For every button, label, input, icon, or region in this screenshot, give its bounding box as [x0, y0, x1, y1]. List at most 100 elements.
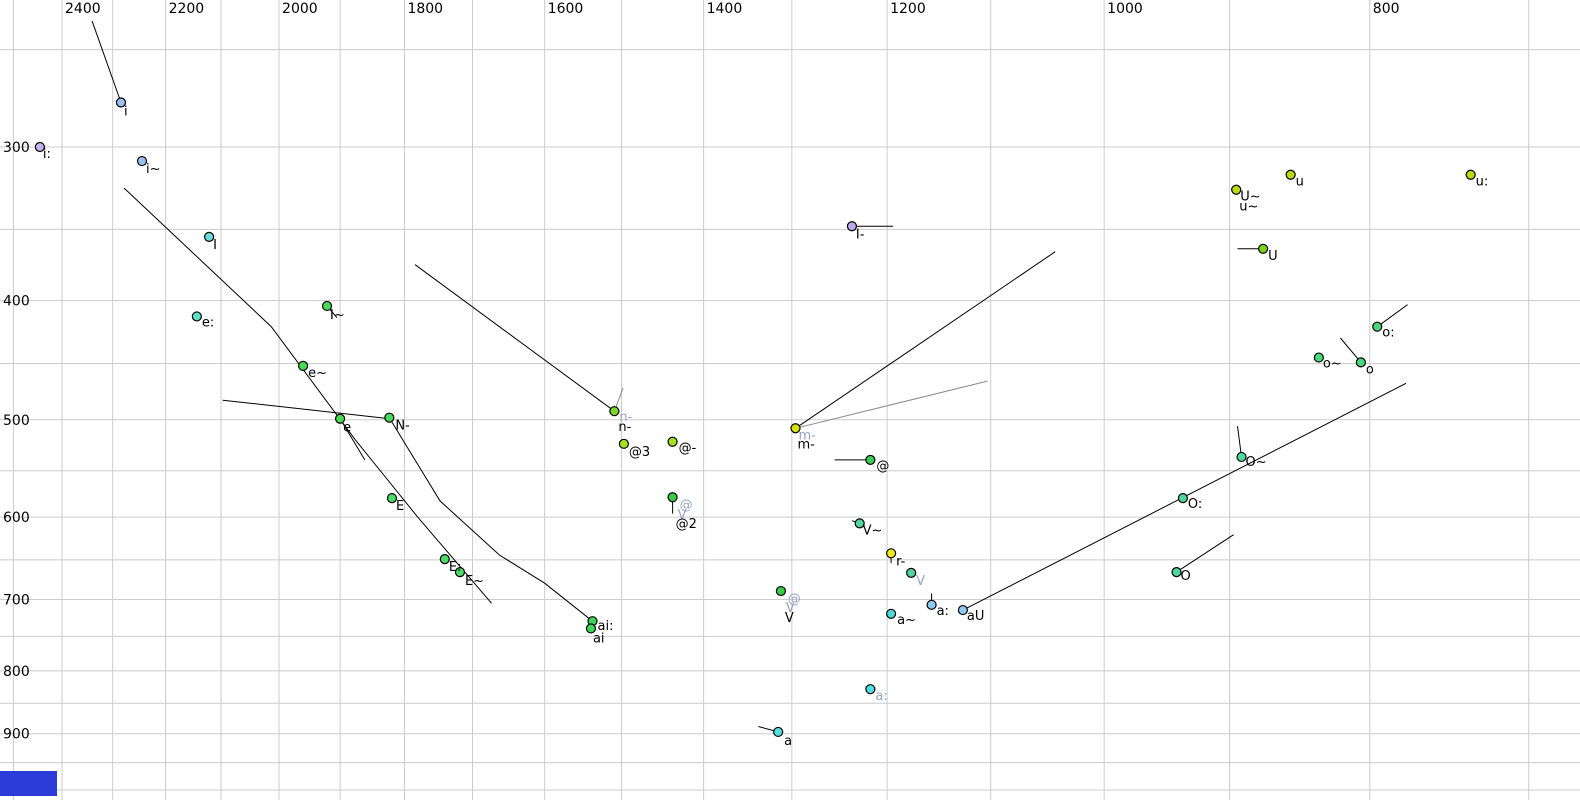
x-tick-label: 2400: [65, 1, 101, 17]
trajectory-i-tail: [91, 20, 122, 103]
trajectory-front-diagonal: [123, 187, 492, 604]
x-tick-label: 1600: [548, 1, 584, 17]
x-tick-label: 2200: [169, 1, 205, 17]
trajectory-to-n-: [414, 264, 615, 412]
point-label-U~: U~: [1240, 190, 1260, 205]
point-m-[interactable]: [790, 423, 801, 434]
point-label-V: V: [786, 601, 795, 616]
point-label-a:2: a:: [875, 689, 887, 704]
point-label-i~: i~: [146, 162, 161, 177]
point-I[interactable]: [204, 231, 215, 242]
x-tick-label: 2000: [282, 1, 318, 17]
point-@2[interactable]: [667, 492, 678, 503]
point-e:[interactable]: [191, 311, 202, 322]
x-tick-label: 800: [1373, 1, 1400, 17]
trajectory-O~-tail: [1237, 426, 1242, 457]
point-V[interactable]: [775, 585, 787, 597]
point-n-[interactable]: [609, 406, 620, 417]
trajectory-m--grey-line: [795, 380, 988, 429]
point-i~[interactable]: [136, 155, 148, 167]
point-E:[interactable]: [439, 554, 450, 565]
point-O[interactable]: [1171, 567, 1182, 578]
point-N-[interactable]: [384, 412, 395, 423]
point-label-E:: E:: [449, 560, 462, 575]
point-label-ai:: ai:: [597, 619, 613, 634]
y-tick-label: 300: [3, 140, 30, 156]
point-label-E~: E~: [465, 574, 484, 589]
point-o[interactable]: [1355, 357, 1366, 368]
point-O~[interactable]: [1236, 451, 1247, 463]
trajectory-O-tail: [1176, 534, 1234, 573]
point-label-@2: V: [678, 508, 687, 523]
point-label-U~: u~: [1239, 200, 1258, 215]
point-a:[interactable]: [926, 599, 937, 610]
point-label-@2: @: [680, 498, 693, 513]
y-tick-label: 400: [3, 294, 30, 310]
point-E[interactable]: [386, 493, 398, 504]
point-ai[interactable]: [585, 623, 597, 634]
point-u:[interactable]: [1465, 169, 1476, 180]
point-label-@2: @2: [676, 517, 697, 532]
point-u[interactable]: [1285, 169, 1296, 180]
point-label-e~: e~: [308, 366, 327, 381]
x-tick-label: 1000: [1107, 1, 1143, 17]
point-@3[interactable]: [618, 438, 629, 449]
point-@-[interactable]: [667, 436, 678, 447]
trajectory-m--line: [795, 251, 1056, 429]
point-label-a~: a~: [897, 613, 916, 628]
point-aU[interactable]: [957, 604, 968, 616]
point-a~[interactable]: [885, 608, 897, 619]
y-tick-label: 900: [3, 727, 30, 743]
x-tick-label: 1800: [407, 1, 443, 17]
point-I-[interactable]: [846, 221, 858, 232]
point-label-@: @: [876, 459, 889, 474]
point-label-a: a: [784, 734, 792, 749]
point-I~[interactable]: [321, 300, 333, 312]
point-O:[interactable]: [1177, 493, 1188, 504]
point-label-E: E: [396, 499, 404, 514]
point-V2[interactable]: [906, 567, 917, 579]
point-label-e: e: [343, 421, 351, 436]
point-label-I-: I-: [856, 227, 865, 242]
point-label-o: o: [1366, 362, 1374, 377]
point-label-I~: I~: [330, 308, 345, 323]
point-U~[interactable]: [1231, 184, 1242, 195]
y-tick-label: 800: [3, 664, 30, 680]
point-label-m-: m-: [799, 428, 817, 443]
point-@[interactable]: [865, 454, 876, 466]
point-label-@-: @-: [679, 441, 697, 456]
point-label-N-: N-: [395, 419, 410, 434]
y-tick-label: 700: [3, 593, 30, 609]
point-label-U: U: [1268, 249, 1278, 264]
y-tick-label: 500: [3, 413, 30, 429]
point-E~[interactable]: [454, 567, 466, 578]
point-label-@3: @3: [629, 445, 650, 460]
point-label-V~: V~: [863, 523, 883, 538]
point-e~[interactable]: [297, 360, 309, 372]
x-tick-label: 1200: [890, 1, 926, 17]
point-r-[interactable]: [885, 548, 897, 559]
point-a:2[interactable]: [865, 684, 876, 695]
point-a[interactable]: [773, 726, 784, 738]
point-label-e:: e:: [202, 315, 214, 330]
point-label-O: O: [1181, 569, 1191, 584]
point-i[interactable]: [115, 97, 127, 108]
point-label-n-: n-: [619, 410, 632, 425]
point-o~[interactable]: [1313, 352, 1324, 363]
point-label-V: V: [785, 611, 794, 626]
point-label-n-: n-: [618, 420, 631, 435]
point-o:[interactable]: [1372, 321, 1383, 332]
point-label-u:: u:: [1476, 175, 1489, 190]
bottom-left-blue-box: [0, 771, 57, 796]
trajectory-N-to-ai: [388, 417, 593, 622]
point-e[interactable]: [334, 413, 346, 424]
trajectory-o-tail: [1340, 337, 1362, 363]
point-V~[interactable]: [854, 518, 865, 529]
point-i:[interactable]: [34, 141, 45, 153]
point-U[interactable]: [1258, 243, 1269, 254]
point-label-O:: O:: [1188, 497, 1202, 512]
point-label-I: I: [213, 238, 217, 253]
trajectory-e-tail: [339, 418, 366, 461]
point-label-O~: O~: [1246, 455, 1267, 470]
